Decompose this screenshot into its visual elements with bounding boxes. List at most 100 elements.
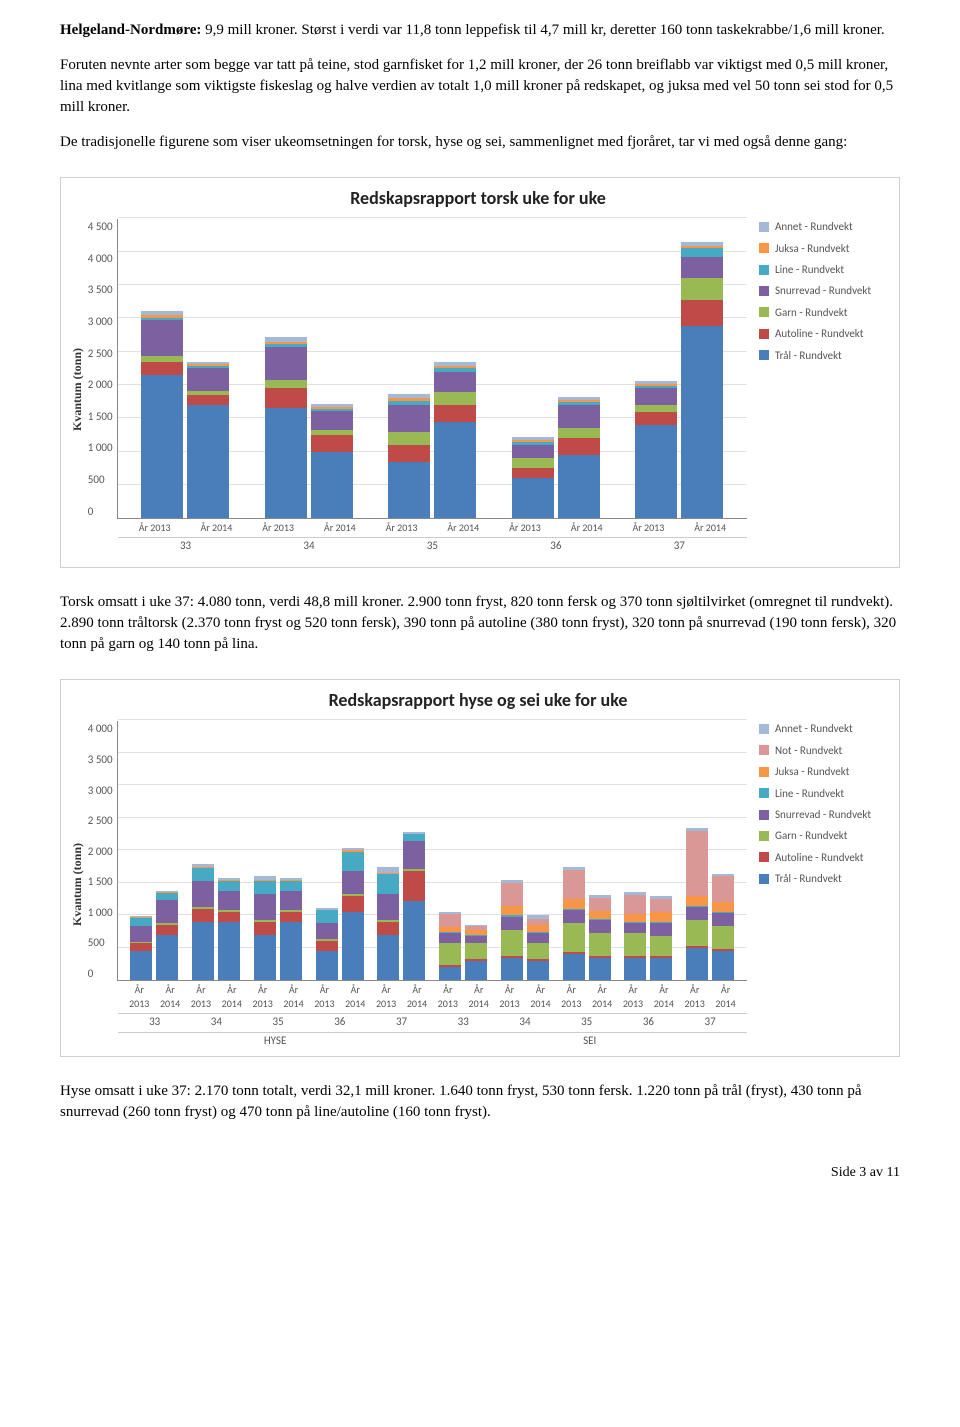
x-group: 36	[618, 1014, 680, 1029]
x-group: 37	[679, 1014, 741, 1029]
chart2-ylabel: Kvantum (tonn)	[69, 843, 86, 926]
bar-segment-autoline	[141, 362, 183, 375]
bar-segment-juksa	[589, 911, 611, 919]
paragraph-4: Torsk omsatt i uke 37: 4.080 tonn, verdi…	[60, 592, 900, 655]
legend-swatch	[759, 767, 769, 777]
bar-segment-tral	[342, 912, 364, 980]
legend-swatch	[759, 307, 769, 317]
bar	[681, 242, 723, 519]
x-tick: År 2013	[618, 521, 680, 535]
bar-group	[432, 721, 494, 980]
chart-hyse-sei: Redskapsrapport hyse og sei uke for uke …	[60, 679, 900, 1057]
bar-segment-snurrevad	[377, 894, 399, 920]
bar-segment-garn	[527, 943, 549, 959]
bar-segment-tral	[650, 958, 672, 981]
bar-segment-snurrevad	[156, 900, 178, 923]
bar-group	[247, 219, 370, 518]
legend-swatch	[759, 831, 769, 841]
bar-segment-garn	[265, 380, 307, 388]
y-tick: 1 000	[88, 440, 113, 455]
bar-segment-snurrevad	[141, 320, 183, 357]
bar-segment-autoline	[342, 896, 364, 912]
legend-item: Juksa - Rundvekt	[759, 241, 887, 256]
bar-segment-garn	[589, 933, 611, 956]
bar-group	[617, 721, 679, 980]
x-tick: År 2013	[371, 521, 433, 535]
bar-segment-snurrevad	[403, 841, 425, 869]
x-group: 33	[432, 1014, 494, 1029]
legend-label: Snurrevad - Rundvekt	[775, 283, 871, 298]
bar-group	[371, 721, 433, 980]
bar-segment-garn	[563, 923, 585, 952]
y-tick: 3 000	[88, 314, 113, 329]
bar-segment-snurrevad	[712, 913, 734, 926]
bar-segment-autoline	[311, 435, 353, 452]
bar-segment-snurrevad	[434, 372, 476, 392]
x-tick: År 2013	[494, 521, 556, 535]
bar-segment-garn	[512, 458, 554, 468]
bar-group	[309, 721, 371, 980]
legend-label: Line - Rundvekt	[775, 262, 844, 277]
y-tick: 1 500	[88, 409, 113, 424]
bar-segment-autoline	[192, 909, 214, 922]
y-tick: 4 000	[88, 721, 113, 736]
bar	[439, 912, 461, 980]
bar-segment-snurrevad	[686, 907, 708, 920]
bar-segment-garn	[650, 936, 672, 956]
legend-swatch	[759, 222, 769, 232]
bar	[254, 876, 276, 980]
paragraph-2: Foruten nevnte arter som begge var tatt …	[60, 55, 900, 118]
bar-segment-line	[280, 881, 302, 891]
bar-segment-juksa	[712, 902, 734, 912]
bar-segment-garn	[439, 943, 461, 966]
chart2-title: Redskapsrapport hyse og sei uke for uke	[69, 688, 887, 713]
y-tick: 2 000	[88, 844, 113, 859]
bar-segment-tral	[265, 408, 307, 518]
x-tick: År 2014	[155, 983, 186, 1011]
legend-label: Garn - Rundvekt	[775, 305, 847, 320]
page-footer: Side 3 av 11	[60, 1163, 900, 1183]
bar-segment-juksa	[563, 899, 585, 909]
bar-segment-tral	[218, 922, 240, 981]
bar-segment-tral	[403, 901, 425, 980]
bar	[563, 867, 585, 981]
footer-text: Side 3 av 11	[831, 1165, 900, 1180]
paragraph-helgeland: Helgeland-Nordmøre: 9,9 mill kroner. Stø…	[60, 20, 900, 41]
bar-segment-tral	[512, 478, 554, 518]
bar-segment-line	[192, 868, 214, 881]
bar-group	[247, 721, 309, 980]
y-tick: 3 500	[88, 282, 113, 297]
x-tick: År 2013	[618, 983, 649, 1011]
bar-segment-line	[254, 881, 276, 894]
bar	[434, 362, 476, 518]
x-tick: År 2013	[309, 983, 340, 1011]
bar-group	[371, 219, 494, 518]
bar-segment-tral	[316, 951, 338, 980]
legend-item: Not - Rundvekt	[759, 743, 887, 758]
x-tick: År 2014	[679, 521, 741, 535]
bar-segment-snurrevad	[130, 926, 152, 942]
legend-item: Garn - Rundvekt	[759, 828, 887, 843]
bar-segment-autoline	[130, 943, 152, 951]
bar-segment-snurrevad	[650, 923, 672, 936]
bar-segment-snurrevad	[388, 405, 430, 432]
legend-swatch	[759, 243, 769, 253]
x-tick: År 2014	[587, 983, 618, 1011]
y-tick: 2 500	[88, 346, 113, 361]
legend-item: Trål - Rundvekt	[759, 871, 887, 886]
bar-group	[556, 721, 618, 980]
bar-segment-snurrevad	[563, 910, 585, 923]
bar	[311, 404, 353, 518]
bar-segment-autoline	[187, 395, 229, 405]
bar-segment-snurrevad	[187, 368, 229, 391]
bar-segment-autoline	[254, 922, 276, 935]
x-group: 37	[371, 1014, 433, 1029]
bar	[650, 896, 672, 980]
bar-segment-autoline	[377, 922, 399, 935]
bar-segment-line	[316, 910, 338, 923]
bar-segment-snurrevad	[439, 933, 461, 943]
bar-segment-tral	[439, 967, 461, 980]
y-tick: 0	[88, 504, 113, 519]
x-group: 35	[371, 538, 494, 553]
legend-swatch	[759, 810, 769, 820]
